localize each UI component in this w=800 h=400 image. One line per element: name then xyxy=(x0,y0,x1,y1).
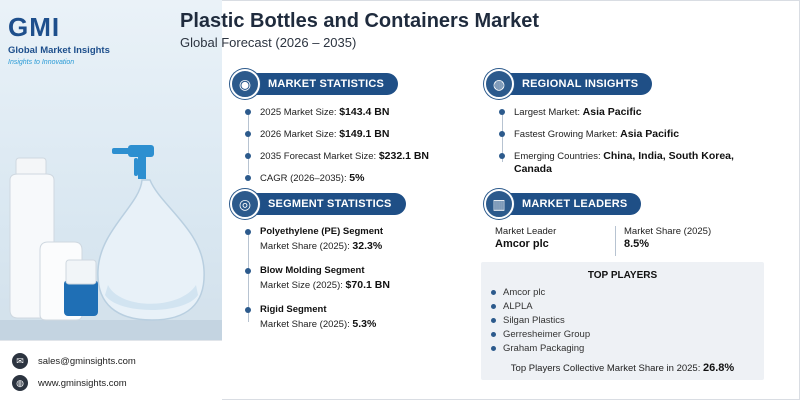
list-item: Silgan Plastics xyxy=(481,315,764,326)
list-item: CAGR (2026–2035): 5% xyxy=(242,172,429,185)
page-subtitle: Global Forecast (2026 – 2035) xyxy=(180,35,357,50)
envelope-icon: ✉ xyxy=(12,353,28,369)
bar-chart-icon: ▥ xyxy=(484,189,514,219)
market-statistics-line xyxy=(248,110,249,174)
list-item: Amcor plc xyxy=(481,287,764,298)
regional-insights-title: REGIONAL INSIGHTS xyxy=(500,73,653,95)
website-text: www.gminsights.com xyxy=(38,377,127,389)
regional-insights-header: ◍ REGIONAL INSIGHTS xyxy=(484,69,653,99)
contact-bar: ✉ sales@gminsights.com ◍ www.gminsights.… xyxy=(0,340,222,400)
blue-container-icon xyxy=(64,259,98,316)
segment-statistics-line xyxy=(248,230,249,322)
top-players-box: TOP PLAYERS Amcor plc ALPLA Silgan Plast… xyxy=(481,262,764,380)
list-item: Rigid Segment Market Share (2025): 5.3% xyxy=(242,304,390,330)
brand-logo[interactable]: GMI Global Market Insights Insights to I… xyxy=(8,12,118,80)
contact-email[interactable]: ✉ sales@gminsights.com xyxy=(12,353,136,369)
list-item: Fastest Growing Market: Asia Pacific xyxy=(496,128,796,141)
email-text: sales@gminsights.com xyxy=(38,355,136,367)
leader-divider xyxy=(615,226,616,256)
market-leader: Market Leader Amcor plc xyxy=(495,226,557,250)
globe-chart-icon: ◉ xyxy=(230,69,260,99)
market-statistics-title: MARKET STATISTICS xyxy=(246,73,399,95)
logo-text: GMI xyxy=(8,12,61,42)
market-statistics-list: 2025 Market Size: $143.4 BN 2026 Market … xyxy=(242,106,429,185)
segment-statistics-header: ◎ SEGMENT STATISTICS xyxy=(230,189,406,219)
contact-website[interactable]: ◍ www.gminsights.com xyxy=(12,375,127,391)
list-item: Largest Market: Asia Pacific xyxy=(496,106,796,119)
list-item: Gerresheimer Group xyxy=(481,329,764,340)
segment-statistics-list: Polyethylene (PE) Segment Market Share (… xyxy=(242,226,390,330)
target-icon: ◎ xyxy=(230,189,260,219)
list-item: 2025 Market Size: $143.4 BN xyxy=(242,106,429,119)
top-players-title: TOP PLAYERS xyxy=(587,270,658,281)
brand-name: Global Market Insights xyxy=(8,45,110,56)
globe-icon: ◍ xyxy=(484,69,514,99)
market-leader-share: Market Share (2025) 8.5% xyxy=(624,226,712,250)
list-item: Graham Packaging xyxy=(481,343,764,354)
plastic-bottles-illustration xyxy=(0,145,222,340)
brand-tagline: Insights to Innovation xyxy=(8,59,75,66)
spray-bottle-icon xyxy=(97,145,205,321)
regional-insights-list: Largest Market: Asia Pacific Fastest Gro… xyxy=(496,106,796,176)
list-item: Polyethylene (PE) Segment Market Share (… xyxy=(242,226,390,252)
list-item: 2035 Forecast Market Size: $232.1 BN xyxy=(242,150,429,163)
list-item: ALPLA xyxy=(481,301,764,312)
market-leaders-title: MARKET LEADERS xyxy=(500,193,642,215)
market-leader-row: Market Leader Amcor plc Market Share (20… xyxy=(495,226,744,256)
market-leaders-header: ▥ MARKET LEADERS xyxy=(484,189,642,219)
list-item: Emerging Countries: China, India, South … xyxy=(496,150,796,176)
header: Plastic Bottles and Containers Market Gl… xyxy=(180,10,539,50)
top-players-total: Top Players Collective Market Share in 2… xyxy=(510,362,735,374)
market-statistics-header: ◉ MARKET STATISTICS xyxy=(230,69,399,99)
page-title: Plastic Bottles and Containers Market xyxy=(180,10,539,32)
list-item: Blow Molding Segment Market Size (2025):… xyxy=(242,265,390,291)
segment-statistics-title: SEGMENT STATISTICS xyxy=(246,193,406,215)
left-panel: GMI Global Market Insights Insights to I… xyxy=(0,0,222,400)
globe-icon: ◍ xyxy=(12,375,28,391)
list-item: 2026 Market Size: $149.1 BN xyxy=(242,128,429,141)
